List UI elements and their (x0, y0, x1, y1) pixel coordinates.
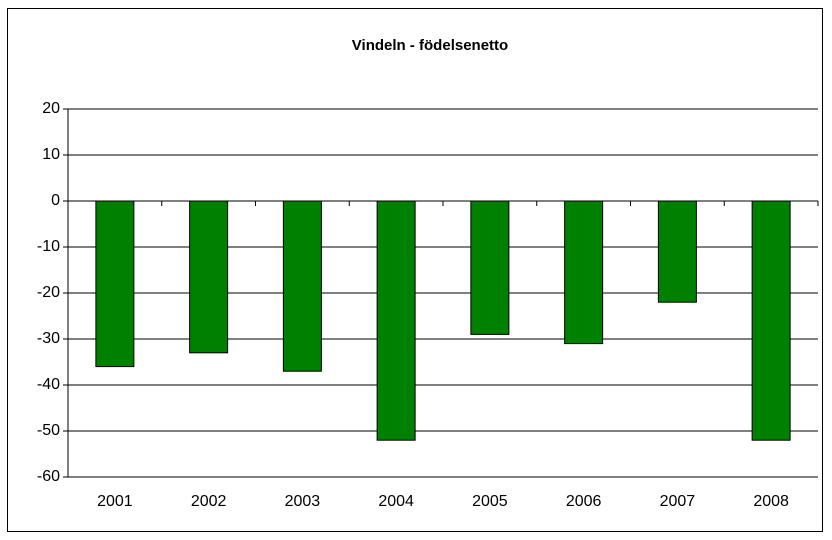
y-tick-label: -60 (37, 468, 60, 485)
chart-title: Vindeln - födelsenetto (352, 37, 508, 54)
y-tick-label: -10 (37, 238, 60, 255)
bar (189, 200, 229, 354)
x-tick-label: 2004 (378, 493, 414, 510)
x-tick-label: 2007 (660, 493, 696, 510)
x-tick-label: 2002 (191, 493, 227, 510)
x-tick-label: 2008 (753, 493, 789, 510)
bar (95, 200, 135, 368)
y-tick-label: 0 (51, 192, 60, 209)
y-tick-label: -50 (37, 422, 60, 439)
bar (376, 200, 416, 441)
y-tick-label: -40 (37, 376, 60, 393)
bar (282, 200, 322, 372)
x-tick-label: 2003 (285, 493, 321, 510)
y-tick-label: 10 (42, 146, 60, 163)
x-tick-label: 2005 (472, 493, 508, 510)
bar (751, 200, 791, 441)
y-tick-label: -30 (37, 330, 60, 347)
x-tick-label: 2006 (566, 493, 602, 510)
bar (470, 200, 510, 335)
y-tick-label: -20 (37, 284, 60, 301)
y-tick-label: 20 (42, 100, 60, 117)
bar (657, 200, 697, 303)
x-tick-label: 2001 (97, 493, 133, 510)
bar (564, 200, 604, 345)
